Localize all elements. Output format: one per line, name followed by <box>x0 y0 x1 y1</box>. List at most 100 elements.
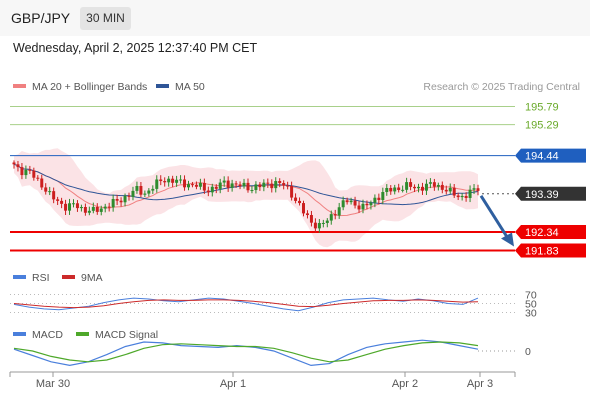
x-tick-label: Apr 1 <box>220 378 246 390</box>
candle-body <box>186 184 190 188</box>
candle-body <box>377 197 381 201</box>
x-tick-label: Apr 2 <box>392 378 418 390</box>
price-label-box <box>515 186 586 201</box>
candle-body <box>258 184 262 188</box>
candle-body <box>278 181 282 184</box>
rsi-tick: 30 <box>525 308 537 320</box>
candle-body <box>361 203 365 210</box>
candle-body <box>226 180 230 188</box>
candle-body <box>436 184 440 187</box>
candle-body <box>385 187 389 193</box>
candle-body <box>282 183 286 186</box>
candle-body <box>64 203 68 211</box>
candle-body <box>464 195 468 198</box>
candle-body <box>155 179 159 189</box>
candle-body <box>321 222 325 224</box>
candle-body <box>16 164 20 168</box>
candle-body <box>230 183 234 188</box>
candle-body <box>365 203 369 206</box>
candle-body <box>60 200 64 204</box>
macd-signal-line <box>13 341 479 363</box>
candle-body <box>349 200 353 203</box>
candle-body <box>337 207 341 216</box>
candle-body <box>424 183 428 191</box>
candle-body <box>417 186 421 189</box>
candle-body <box>71 203 75 205</box>
candle-body <box>127 195 131 197</box>
candle-body <box>194 184 198 187</box>
legend-swatch <box>13 332 26 336</box>
price-label-box <box>515 224 586 239</box>
candle-body <box>171 178 175 183</box>
x-tick-label: Mar 30 <box>36 378 70 390</box>
x-tick-label: Apr 3 <box>467 378 493 390</box>
candle-body <box>151 188 155 191</box>
ma50-line <box>13 163 479 206</box>
candle-body <box>111 199 115 208</box>
candle-body <box>159 179 163 182</box>
price-label: 195.29 <box>525 120 559 132</box>
legend-label: MA 20 + Bollinger Bands <box>32 81 147 93</box>
symbol-title: GBP/JPY <box>11 10 71 26</box>
legend-label: MACD Signal <box>95 329 158 341</box>
candle-body <box>44 187 48 192</box>
candle-body <box>135 186 139 191</box>
candle-body <box>389 187 393 192</box>
legend-swatch <box>62 275 75 279</box>
price-label: 193.39 <box>525 189 559 201</box>
rsi-tick: 70 <box>525 290 537 302</box>
candle-body <box>381 192 385 201</box>
candle-body <box>198 182 202 187</box>
source-credit: Research © 2025 Trading Central <box>423 81 580 93</box>
candle-body <box>68 203 72 211</box>
candle-body <box>206 190 210 193</box>
candle-body <box>147 190 151 194</box>
candle-body <box>167 178 171 183</box>
candle-body <box>115 199 119 201</box>
candle-body <box>353 200 357 206</box>
legend-swatch <box>76 332 89 336</box>
candle-body <box>397 187 401 191</box>
candle-body <box>317 223 321 229</box>
candle-body <box>456 195 460 198</box>
price-label-box <box>515 148 586 163</box>
candle-body <box>393 187 397 192</box>
candle-body <box>139 186 143 195</box>
candle-body <box>413 186 417 189</box>
candle-body <box>20 167 24 176</box>
candle-body <box>452 187 456 196</box>
candle-body <box>32 170 36 178</box>
candle-body <box>428 182 432 184</box>
candle-body <box>36 177 40 179</box>
legend-label: 9MA <box>81 272 103 284</box>
candle-body <box>333 214 337 216</box>
candle-body <box>373 197 377 203</box>
candle-body <box>95 206 99 212</box>
candle-body <box>472 188 476 190</box>
legend-label: RSI <box>32 272 50 284</box>
candle-body <box>298 200 302 204</box>
timeframe-button[interactable]: 30 MIN <box>80 7 131 30</box>
candle-body <box>420 186 424 191</box>
candle-body <box>405 182 409 190</box>
candle-body <box>214 186 218 189</box>
candle-body <box>91 206 95 211</box>
candle-body <box>309 215 313 223</box>
candle-body <box>357 205 361 210</box>
candle-body <box>123 195 127 203</box>
candle-body <box>409 182 413 187</box>
candle-body <box>329 214 333 221</box>
candle-body <box>302 203 306 214</box>
legend-label: MA 50 <box>175 81 205 93</box>
candle-body <box>250 190 254 192</box>
candle-body <box>294 197 298 201</box>
candle-body <box>190 184 194 186</box>
candle-body <box>52 191 56 200</box>
candle-body <box>40 178 44 188</box>
candle-body <box>290 185 294 198</box>
candle-body <box>274 181 278 189</box>
legend-swatch <box>156 84 169 88</box>
price-label: 195.79 <box>525 102 559 114</box>
candle-body <box>448 187 452 192</box>
